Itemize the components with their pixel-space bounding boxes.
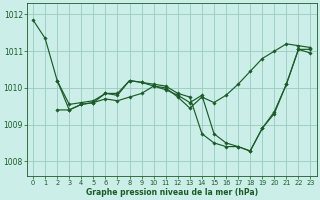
X-axis label: Graphe pression niveau de la mer (hPa): Graphe pression niveau de la mer (hPa) [86, 188, 258, 197]
